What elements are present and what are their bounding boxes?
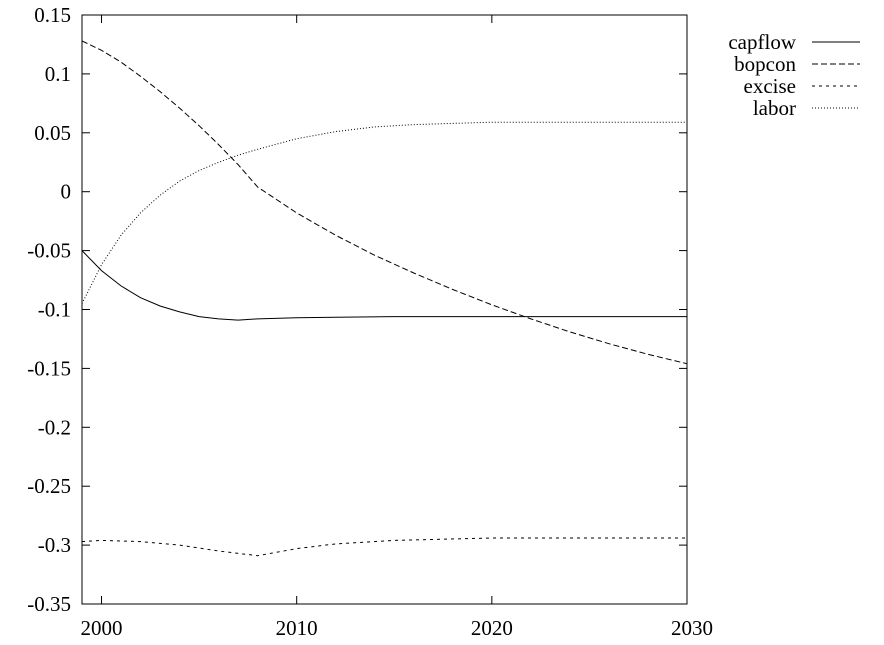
y-tick-label: -0.05 [27,239,71,263]
y-tick-label: -0.15 [27,356,71,380]
x-tick-label: 2010 [276,616,318,640]
x-axis: 2000 2010 2020 2030 [81,15,713,640]
series-line-excise [81,537,687,557]
y-tick-label: -0.1 [38,298,71,322]
x-tick-label: 2030 [671,616,713,640]
y-tick-label: -0.2 [38,415,71,439]
series-line-bopcon [81,40,688,365]
legend-label-excise: excise [744,74,796,98]
y-tick-label: 0.1 [45,62,71,86]
legend-label-bopcon: bopcon [734,52,796,76]
series-line-capflow [81,250,687,321]
y-tick-label: 0.05 [34,121,71,145]
series-lines [81,40,688,557]
y-tick-label: -0.35 [27,592,71,616]
x-tick-label: 2020 [471,616,513,640]
y-tick-label: 0 [61,180,72,204]
y-axis: 0.15 0.1 0.05 0 -0.05 -0.1 -0.15 -0.2 -0.25 -0.3 -… [27,3,687,616]
y-tick-label: -0.25 [27,474,71,498]
y-tick-label: 0.15 [34,3,71,27]
x-tick-label: 2000 [81,616,123,640]
legend-label-capflow: capflow [728,30,796,54]
legend-label-labor: labor [753,96,796,120]
series-line-labor [81,121,687,304]
y-tick-label: -0.3 [38,533,71,557]
